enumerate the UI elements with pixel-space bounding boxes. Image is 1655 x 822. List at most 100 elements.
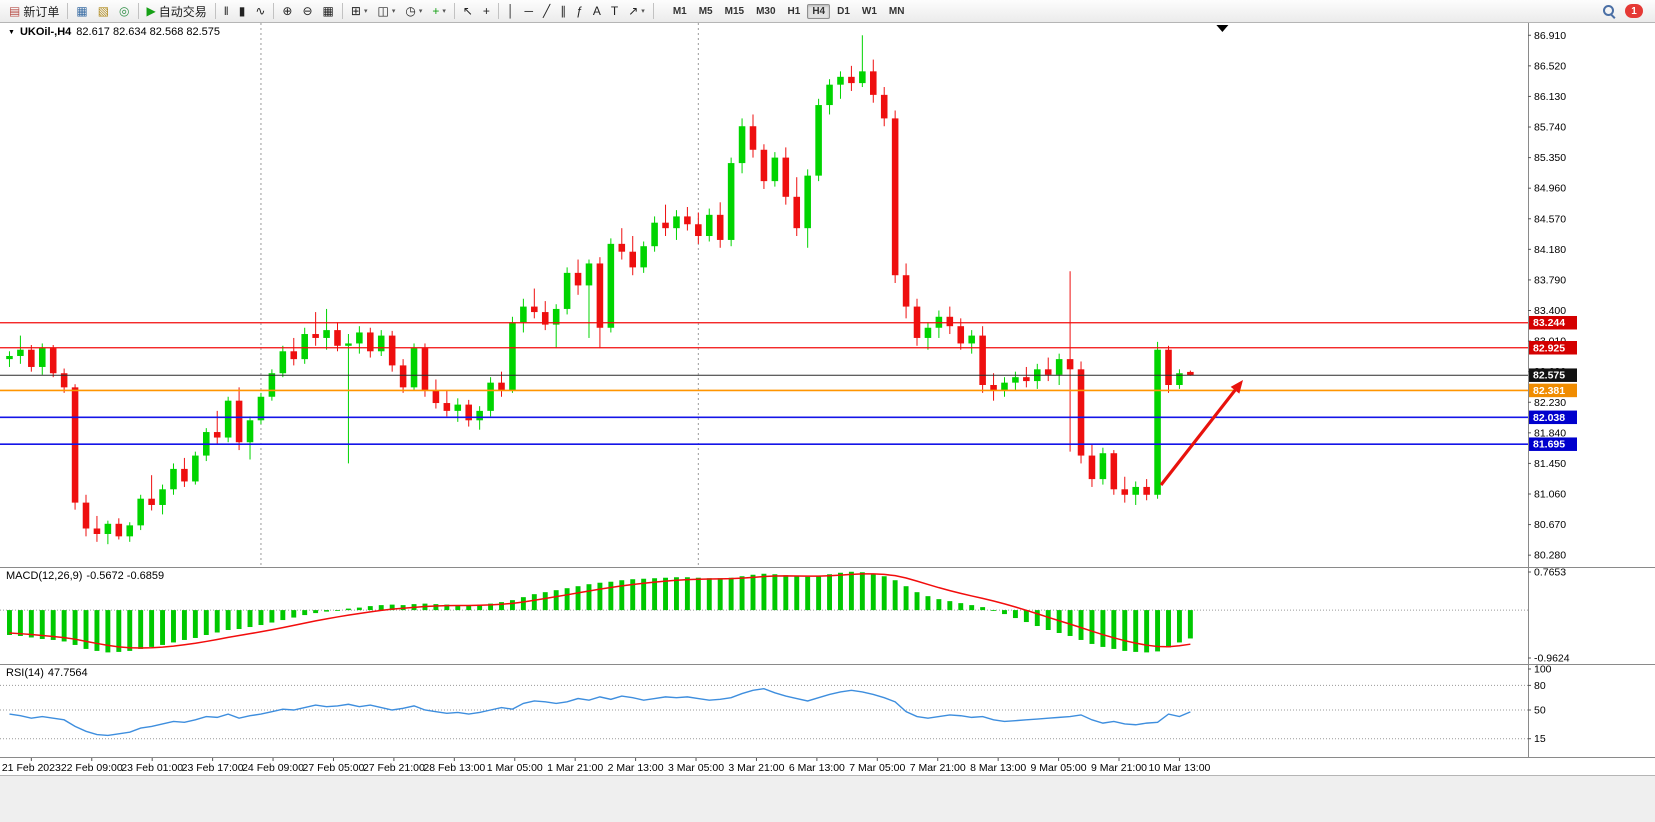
- chevron-down-icon[interactable]: ▼: [8, 28, 15, 36]
- crosshair-icon[interactable]: +: [478, 1, 495, 22]
- svg-text:86.910: 86.910: [1534, 30, 1566, 42]
- channel-icon[interactable]: ∥: [555, 1, 571, 22]
- bar-chart-icon[interactable]: ‖: [219, 1, 234, 22]
- toolbar-separator: [341, 3, 343, 19]
- svg-text:80.280: 80.280: [1534, 550, 1566, 562]
- toolbar-right: 1: [1602, 4, 1651, 18]
- svg-text:83.790: 83.790: [1534, 274, 1566, 286]
- autotrading-button-label: 自动交易: [158, 4, 207, 19]
- candlestick-icon: ▮: [238, 4, 246, 18]
- chart-shift-marker[interactable]: [1216, 25, 1229, 32]
- svg-text:9 Mar 05:00: 9 Mar 05:00: [1031, 762, 1087, 774]
- market-watch-icon[interactable]: ▦: [71, 1, 92, 22]
- period-icon: ◷: [405, 4, 416, 18]
- svg-text:83.244: 83.244: [1533, 317, 1565, 329]
- timeframe-M1[interactable]: M1: [672, 5, 687, 17]
- line-chart-icon[interactable]: ∿: [250, 1, 270, 22]
- text-icon[interactable]: A: [588, 1, 606, 22]
- rsi-axis: 100 80 50 15: [1528, 664, 1552, 745]
- chevron-down-icon: ▾: [363, 8, 368, 15]
- horizontal-line-icon[interactable]: ─: [519, 1, 538, 22]
- toolbar-separator: [67, 3, 69, 19]
- macd-histogram: [7, 571, 1193, 653]
- line-chart-icon: ∿: [255, 4, 266, 18]
- zoom-out-icon: ⊖: [302, 4, 313, 18]
- chart-header: ▼ UKOil-,H4 82.617 82.634 82.568 82.575: [8, 26, 220, 38]
- label-icon: T: [610, 4, 619, 18]
- new-chart-icon: ⊞: [350, 4, 361, 18]
- notification-badge[interactable]: 1: [1625, 4, 1643, 18]
- svg-text:84.180: 84.180: [1534, 244, 1566, 256]
- terminal-icon[interactable]: ◎: [114, 1, 134, 22]
- svg-text:83.400: 83.400: [1534, 305, 1566, 317]
- timeframe-M30[interactable]: M30: [756, 5, 776, 17]
- candlesticks: [6, 35, 1194, 545]
- svg-text:84.960: 84.960: [1534, 183, 1566, 195]
- chevron-down-icon: ▾: [418, 8, 423, 15]
- toolbar: ▤ 新订单 ▦ ▧ ◎ ▶ 自动交易 ‖ ▮ ∿ ⊕ ⊖ ▦ ⊞ ▾ ◫ ▾ ◷ ▾ + ▾ ↖ + │ ─ ╱ ∥ ƒ A T ↗ ▾ M1 M…: [0, 0, 1655, 23]
- svg-text:23 Feb 17:00: 23 Feb 17:00: [182, 762, 244, 774]
- new-order-button-label: 新订单: [23, 4, 60, 19]
- channel-icon: ∥: [560, 4, 567, 18]
- chevron-down-icon: ▾: [391, 8, 396, 15]
- zoom-in-icon[interactable]: ⊕: [277, 1, 297, 22]
- toolbar-separator: [453, 3, 455, 19]
- svg-text:81.060: 81.060: [1534, 488, 1566, 500]
- terminal-icon: ◎: [119, 4, 130, 18]
- svg-text:85.740: 85.740: [1534, 122, 1566, 134]
- timeframe-M5[interactable]: M5: [698, 5, 713, 17]
- svg-text:27 Feb 05:00: 27 Feb 05:00: [303, 762, 365, 774]
- vertical-line-icon: │: [506, 4, 515, 18]
- timeframe-H4[interactable]: H4: [807, 3, 831, 19]
- svg-text:15: 15: [1534, 733, 1546, 745]
- market-watch-icon: ▦: [76, 4, 88, 18]
- svg-text:85.350: 85.350: [1534, 152, 1566, 164]
- svg-text:82.925: 82.925: [1533, 342, 1565, 354]
- period-separators: [260, 23, 699, 567]
- svg-text:81.695: 81.695: [1533, 439, 1565, 451]
- autotrading-icon: ▶: [146, 4, 156, 18]
- autotrading-button[interactable]: ▶ 自动交易: [142, 1, 212, 22]
- timeframe-MN[interactable]: MN: [888, 5, 905, 17]
- svg-text:7 Mar 05:00: 7 Mar 05:00: [849, 762, 905, 774]
- trend-arrow[interactable]: [1159, 380, 1243, 486]
- indicators-icon[interactable]: + ▾: [427, 1, 451, 22]
- svg-text:80: 80: [1534, 680, 1546, 692]
- svg-text:27 Feb 21:00: 27 Feb 21:00: [363, 762, 425, 774]
- svg-text:50: 50: [1534, 705, 1546, 717]
- chart-window: 86.910 86.520 86.130 85.740 85.350 84.960 84.5…: [0, 23, 1655, 775]
- rsi-indicator-name: RSI(14): [6, 667, 44, 679]
- timeframe-W1[interactable]: W1: [861, 5, 877, 17]
- svg-text:100: 100: [1534, 664, 1552, 676]
- fibonacci-icon[interactable]: ƒ: [571, 1, 588, 22]
- svg-text:1 Mar 21:00: 1 Mar 21:00: [547, 762, 603, 774]
- svg-text:21 Feb 2023: 21 Feb 2023: [2, 762, 61, 774]
- tile-windows-icon[interactable]: ▦: [318, 1, 339, 22]
- text-icon: A: [592, 4, 601, 18]
- vertical-line-icon[interactable]: │: [502, 1, 520, 22]
- tile-windows-icon: ▦: [322, 4, 334, 18]
- svg-text:2 Mar 13:00: 2 Mar 13:00: [608, 762, 664, 774]
- search-icon[interactable]: [1602, 4, 1616, 18]
- zoom-out-icon[interactable]: ⊖: [297, 1, 317, 22]
- new-order-icon: ▤: [9, 4, 21, 18]
- rsi-value: 47.7564: [47, 667, 88, 679]
- arrows-icon[interactable]: ↗ ▾: [623, 1, 650, 22]
- timeframe-M15[interactable]: M15: [724, 5, 745, 17]
- toolbar-separator: [652, 3, 654, 19]
- navigator-icon[interactable]: ▧: [93, 1, 114, 22]
- candlestick-icon[interactable]: ▮: [234, 1, 251, 22]
- cursor-icon[interactable]: ↖: [458, 1, 478, 22]
- period-icon[interactable]: ◷ ▾: [400, 1, 427, 22]
- navigator-icon: ▧: [97, 4, 110, 18]
- profiles-icon[interactable]: ◫ ▾: [372, 1, 400, 22]
- trendline-icon[interactable]: ╱: [538, 1, 555, 22]
- new-chart-icon[interactable]: ⊞ ▾: [346, 1, 373, 22]
- timeframe-H1[interactable]: H1: [787, 5, 801, 17]
- new-order-button[interactable]: ▤ 新订单: [4, 1, 64, 22]
- label-icon[interactable]: T: [606, 1, 623, 22]
- timeframe-D1[interactable]: D1: [837, 5, 850, 17]
- chevron-down-icon: ▾: [641, 8, 645, 15]
- symbol-period-label: UKOil-,H4: [19, 26, 72, 38]
